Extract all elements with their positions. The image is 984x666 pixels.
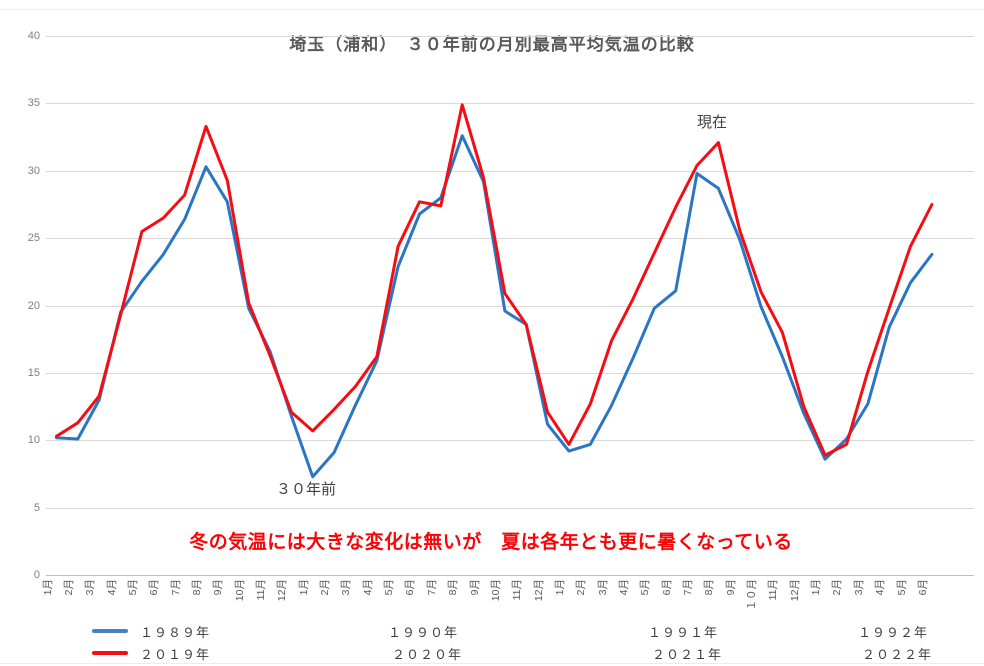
x-tick-label-36: 12月 — [789, 579, 801, 602]
x-tick-label-16: 4月 — [362, 579, 374, 596]
x-tick-label-9: 9月 — [212, 579, 224, 596]
x-tick-label-33: 9月 — [725, 579, 737, 596]
x-tick-label-19: 7月 — [426, 579, 438, 596]
x-tick-label-3: 3月 — [84, 579, 96, 596]
gridline-30 — [46, 171, 974, 172]
gridline-0 — [46, 575, 974, 576]
legend-swatch-blue — [92, 629, 128, 633]
x-tick-label-22: 10月 — [490, 579, 502, 602]
x-tick-label-13: 1月 — [298, 579, 310, 596]
x-tick-label-18: 6月 — [404, 579, 416, 596]
x-tick-label-20: 8月 — [447, 579, 459, 596]
y-tick-label-15: 15 — [27, 367, 40, 379]
x-tick-label-38: 2月 — [831, 579, 843, 596]
x-tick-label-8: 8月 — [191, 579, 203, 596]
x-tick-label-24: 12月 — [533, 579, 545, 602]
gridline-25 — [46, 238, 974, 239]
x-tick-label-28: 4月 — [618, 579, 630, 596]
x-tick-label-41: 5月 — [896, 579, 908, 596]
gridline-5 — [46, 508, 974, 509]
x-tick-label-30: 6月 — [661, 579, 673, 596]
y-tick-label-0: 0 — [33, 569, 40, 581]
x-tick-label-37: 1月 — [810, 579, 822, 596]
x-tick-label-34: １０月 — [746, 579, 758, 611]
year-label-２０２２年: ２０２２年 — [862, 647, 933, 662]
annotation-current: 現在 — [697, 114, 728, 131]
x-tick-label-27: 3月 — [597, 579, 609, 596]
x-tick-label-6: 6月 — [148, 579, 160, 596]
y-tick-label-40: 40 — [27, 30, 40, 42]
x-tick-label-29: 5月 — [639, 579, 651, 596]
chart-title: 埼玉（浦和） ３０年前の月別最高平均気温の比較 — [289, 35, 695, 54]
gridline-15 — [46, 373, 974, 374]
y-tick-label-25: 25 — [27, 232, 40, 244]
series-line-30-years-ago[interactable] — [55, 134, 934, 479]
x-tick-label-23: 11月 — [511, 579, 523, 601]
x-tick-label-32: 8月 — [703, 579, 715, 596]
gridline-10 — [46, 440, 974, 441]
x-tick-label-25: 1月 — [554, 579, 566, 596]
year-label-１９９０年: １９９０年 — [388, 625, 459, 640]
year-label-２０２０年: ２０２０年 — [392, 647, 463, 662]
x-tick-label-40: 4月 — [874, 579, 886, 596]
y-tick-label-20: 20 — [27, 300, 40, 312]
x-tick-label-10: 10月 — [234, 579, 246, 602]
y-tick-label-30: 30 — [27, 165, 40, 177]
x-tick-label-12: 12月 — [276, 579, 288, 602]
x-tick-label-26: 2月 — [575, 579, 587, 596]
x-tick-label-15: 3月 — [340, 579, 352, 596]
x-tick-label-4: 4月 — [106, 579, 118, 596]
x-tick-label-2: 2月 — [63, 579, 75, 596]
x-tick-label-39: 3月 — [853, 579, 865, 596]
annotation-30-years-ago: ３０年前 — [276, 481, 337, 498]
gridline-40 — [46, 36, 974, 37]
y-tick-label-10: 10 — [27, 434, 40, 446]
x-tick-label-42: 6月 — [917, 579, 929, 596]
year-label-１９９１年: １９９１年 — [648, 625, 719, 640]
y-tick-label-35: 35 — [27, 97, 40, 109]
x-tick-label-11: 11月 — [255, 579, 267, 601]
bottom-border — [0, 663, 984, 664]
y-tick-label-5: 5 — [33, 502, 40, 514]
x-tick-label-35: 11月 — [767, 579, 779, 601]
x-tick-label-14: 2月 — [319, 579, 331, 596]
chart-message: 冬の気温には大きな変化は無いが 夏は各年とも更に暑くなっている — [189, 532, 793, 553]
x-tick-label-17: 5月 — [383, 579, 395, 596]
x-tick-label-5: 5月 — [127, 579, 139, 596]
year-label-２０２１年: ２０２１年 — [652, 647, 723, 662]
top-border — [0, 9, 984, 10]
legend-label-1989[interactable]: １９８９年 — [140, 625, 211, 640]
gridline-20 — [46, 306, 974, 307]
x-tick-label-7: 7月 — [170, 579, 182, 596]
x-tick-label-21: 9月 — [469, 579, 481, 596]
year-label-１９９２年: １９９２年 — [858, 625, 929, 640]
legend-swatch-red — [92, 651, 128, 655]
x-tick-label-1: 1月 — [42, 579, 54, 596]
gridline-35 — [46, 103, 974, 104]
x-tick-label-31: 7月 — [682, 579, 694, 596]
series-line-current[interactable] — [55, 103, 934, 457]
legend-label-2019[interactable]: ２０１９年 — [140, 647, 211, 662]
